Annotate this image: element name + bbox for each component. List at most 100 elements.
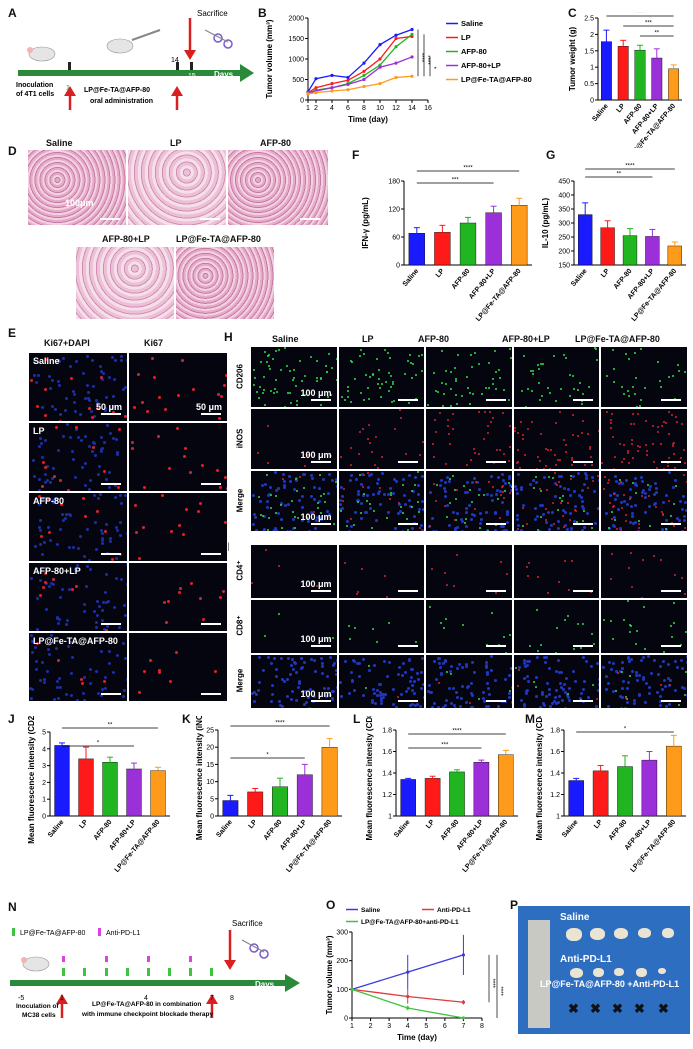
fluorescence-signal — [657, 430, 660, 433]
fluorescence-signal — [570, 464, 573, 467]
fluorescence-signal — [636, 678, 640, 682]
he-label: LP@Fe-TA@AFP-80 — [176, 234, 261, 244]
fluorescence-signal — [544, 520, 548, 524]
bar — [400, 779, 416, 817]
fluorescence-signal — [294, 698, 298, 702]
fluorescence-signal — [496, 476, 500, 480]
fluorescence-signal — [410, 527, 414, 531]
fluorescence-signal — [680, 658, 684, 662]
y-tick-label: 200 — [558, 249, 570, 256]
significance-label: **** — [424, 55, 430, 65]
fluorescence-signal — [443, 487, 447, 491]
fluorescence-signal — [458, 704, 462, 708]
fluorescence-signal — [327, 491, 331, 495]
dose-marker-a — [168, 968, 171, 976]
fluorescence-signal — [124, 493, 127, 497]
fluorescence-signal — [99, 449, 103, 453]
fluorescence-signal — [274, 512, 277, 514]
fluorescence-signal — [308, 707, 312, 708]
fluorescence-signal — [75, 563, 79, 567]
fluorescence-signal — [88, 488, 92, 491]
fluorescence-signal — [104, 687, 108, 691]
fluorescence-signal — [596, 358, 599, 361]
fluorescence-signal — [29, 577, 33, 581]
fluorescence-signal — [669, 624, 672, 627]
h-col-label: Saline — [272, 334, 299, 344]
fluorescence-signal — [432, 659, 436, 663]
fluorescence-signal — [323, 492, 326, 495]
significance-label: * — [430, 67, 436, 70]
fluorescence-signal — [452, 511, 456, 515]
fluorescence-signal — [50, 630, 54, 631]
fluorescence-signal — [567, 487, 571, 491]
fluorescence-signal — [57, 658, 61, 662]
fluorescence-signal — [610, 511, 613, 514]
fluorescence-signal — [305, 700, 309, 704]
bar — [651, 57, 663, 101]
fluorescence-signal — [557, 671, 561, 675]
y-axis-title: Mean fluorescence intensity (CD4⁺) — [535, 716, 544, 840]
fluorescence-signal — [625, 503, 629, 507]
fluorescence-signal — [628, 496, 632, 500]
fluorescence-signal — [637, 674, 641, 678]
fluorescence-signal — [107, 485, 111, 489]
fluorescence-signal — [557, 700, 561, 704]
fluorescence-signal — [143, 670, 147, 674]
fluorescence-signal — [81, 497, 85, 501]
fluorescence-signal — [326, 674, 330, 678]
data-point — [330, 86, 334, 90]
fluorescence-signal — [672, 453, 675, 456]
fluorescence-signal — [395, 480, 399, 484]
fluorescence-signal — [625, 513, 628, 516]
fluorescence-signal — [624, 519, 627, 522]
fluorescence-signal — [104, 523, 108, 527]
fluorescence-signal — [263, 376, 265, 379]
scale-bar — [485, 590, 506, 592]
fluorescence-signal — [508, 690, 511, 693]
fluorescence-signal — [102, 470, 106, 474]
fluorescence-signal — [412, 490, 416, 494]
fluorescence-signal — [306, 695, 310, 699]
fluorescence-signal — [65, 423, 69, 427]
y-tick-label: 60 — [392, 235, 400, 242]
fluorescence-signal — [362, 352, 365, 355]
fluorescence-signal — [533, 517, 537, 521]
fluorescence-signal — [306, 453, 309, 456]
fluorescence-signal — [639, 446, 642, 449]
fluorescence-signal — [120, 502, 124, 506]
bar — [667, 245, 682, 266]
fluorescence-signal — [619, 478, 622, 481]
y-axis-title: IFN-γ (pg/mL) — [361, 197, 370, 249]
fluorescence-signal — [656, 425, 659, 428]
fluorescence-signal — [405, 518, 408, 521]
fluorescence-signal — [486, 530, 489, 531]
fluorescence-signal — [591, 463, 594, 466]
fluorescence-signal — [515, 530, 519, 531]
fluorescence-signal — [517, 666, 521, 670]
data-point — [394, 75, 398, 80]
fluorescence-signal — [367, 668, 371, 672]
fluorescence-signal — [57, 449, 61, 453]
fluorescence-signal — [393, 427, 396, 430]
fluorescence-signal — [580, 647, 583, 650]
fluorescence-signal — [673, 524, 676, 527]
scale-bar — [398, 590, 418, 592]
fluorescence-signal — [175, 426, 179, 430]
significance-label: **** — [489, 979, 495, 989]
fluorescence-signal — [429, 525, 432, 528]
series-line — [307, 56, 413, 95]
fluorescence-signal — [383, 574, 386, 577]
fluorescence-signal — [93, 493, 97, 497]
fluorescence-signal — [47, 653, 51, 657]
fluorescence-signal — [430, 691, 434, 695]
fluorescence-signal — [456, 695, 460, 699]
bar — [54, 745, 70, 817]
fluorescence-signal — [522, 707, 526, 708]
category-label: Saline — [570, 268, 589, 288]
series-line — [307, 28, 413, 93]
fluorescence-signal — [469, 701, 472, 704]
fluorescence-signal — [508, 348, 511, 351]
